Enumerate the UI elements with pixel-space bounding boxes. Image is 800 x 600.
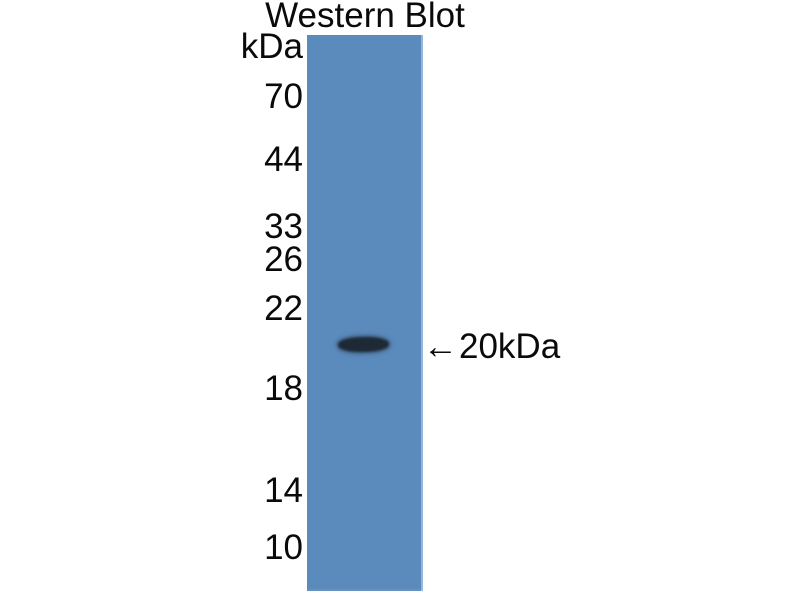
ladder-mark-26: 26 [264,240,303,279]
ladder-mark-44: 44 [264,140,303,179]
ladder-mark-18: 18 [264,369,303,408]
blot-lane [307,35,423,591]
band-annotation-label: 20kDa [459,327,561,366]
protein-band [337,336,390,353]
band-annotation: ←20kDa [423,329,560,364]
figure-title: Western Blot [265,0,465,35]
kda-unit-label: kDa [240,27,303,66]
ladder-mark-10: 10 [264,528,303,567]
left-arrow-icon: ← [423,327,459,366]
ladder-mark-70: 70 [264,77,303,116]
ladder-mark-33: 33 [264,207,303,246]
ladder-mark-14: 14 [264,471,303,510]
ladder-mark-22: 22 [264,289,303,328]
